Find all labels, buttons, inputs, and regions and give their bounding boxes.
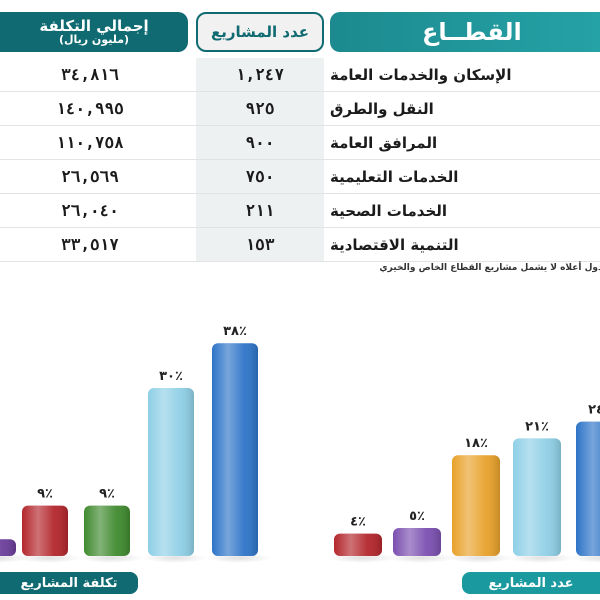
sector-cell: التنمية الاقتصادية [330,228,600,261]
sector-table: ٣٤,٨١٦ ١,٢٤٧ الإسكان والخدمات العامة ١٤٠… [0,58,600,262]
header-count: عدد المشاريع [196,12,324,52]
bar-value-label: ٥٪ [409,509,425,524]
bar-value-label: ٢٤٪ [588,403,600,418]
bar-highlight [212,343,258,556]
sector-label: النقل والطرق [330,99,434,118]
count-cell: ٩٠٠ [196,126,324,159]
cost-cell: ٢٦,٠٤٠ [61,201,119,220]
count-cell: ٩٢٥ [196,92,324,125]
table-row: ٢٦,٥٦٩ ٧٥٠ الخدمات التعليمية [0,160,600,194]
sector-label: الخدمات الصحية [330,201,448,220]
bar-highlight [22,505,68,556]
header-sector: القطــاع [330,12,600,52]
table-footnote: * الجدول أعلاه لا يشمل مشاريع القطاع الخ… [379,263,600,273]
table-row: ١١٠,٧٥٨ ٩٠٠ المرافق العامة [0,126,600,160]
bar-value-label: ٣٨٪ [223,324,247,339]
count-cell: ٧٥٠ [196,160,324,193]
sector-label: التنمية الاقتصادية [330,235,459,254]
count-cell: ١,٢٤٧ [196,58,324,91]
bar-highlight [513,438,561,556]
sector-cell: الخدمات الصحية [330,194,600,227]
sector-cell: الإسكان والخدمات العامة [330,58,600,91]
sector-label: الخدمات التعليمية [330,167,459,186]
bar-value-label: ٣٠٪ [159,369,183,384]
header-cost: إجمالي التكلفة (مليون ريال) [0,12,188,52]
table-row: ١٤٠,٩٩٥ ٩٢٥ النقل والطرق [0,92,600,126]
sector-cell: النقل والطرق [330,92,600,125]
cost-cell: ١١٠,٧٥٨ [56,133,124,152]
sector-cell: الخدمات التعليمية [330,160,600,193]
cost-cell: ٣٣,٥١٧ [61,235,119,254]
table-row: ٣٤,٨١٦ ١,٢٤٧ الإسكان والخدمات العامة [0,58,600,92]
count-cell: ٢١١ [196,194,324,227]
bar-value-label: ١٨٪ [464,436,488,451]
bar-highlight [452,455,500,556]
bar-highlight [0,539,16,556]
cost-cell: ١٤٠,٩٩٥ [56,99,124,118]
bar-highlight [576,421,600,556]
sector-label: المرافق العامة [330,133,438,152]
sector-label: الإسكان والخدمات العامة [330,65,512,84]
bar-highlight [334,533,382,556]
bar-value-label: ٢١٪ [525,419,549,434]
bar-value-label: ٩٪ [99,487,115,502]
bar-value-label: ٩٪ [37,487,53,502]
cost-cell: ٢٦,٥٦٩ [61,167,119,186]
bar-value-label: ٤٪ [350,515,366,530]
bar-highlight [84,505,130,556]
table-row: ٣٣,٥١٧ ١٥٣ التنمية الاقتصادية [0,228,600,262]
count-chart-caption: عدد المشاريع [462,572,600,594]
sector-cell: المرافق العامة [330,126,600,159]
header-cost-unit: (مليون ريال) [58,33,130,47]
count-cell: ١٥٣ [196,228,324,261]
bar-highlight [393,528,441,556]
cost-share-chart: ٩٪ ٩٪ ٣٠٪ ٣٨٪ [0,324,272,563]
bar-highlight [148,388,194,556]
count-share-chart: ٤٪ ٥٪ ١٨٪ ٢١٪ ٢٤٪ [328,403,600,563]
header-cost-label: إجمالي التكلفة [39,16,149,35]
table-row: ٢٦,٠٤٠ ٢١١ الخدمات الصحية [0,194,600,228]
cost-chart-caption: تكلفة المشاريع [0,572,138,594]
cost-cell: ٣٤,٨١٦ [61,65,119,84]
